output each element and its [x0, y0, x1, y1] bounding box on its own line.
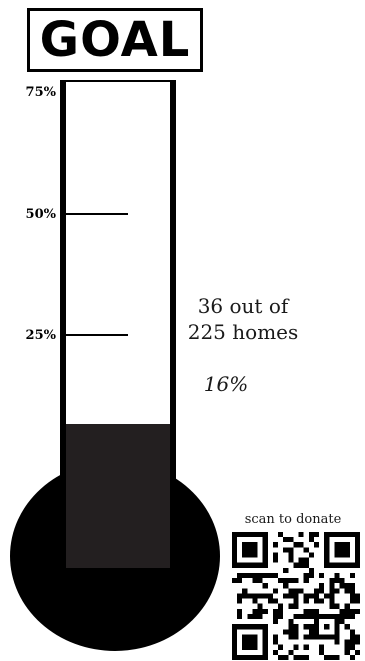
progress-percent: 16%: [203, 372, 249, 396]
goal-title: GOAL: [39, 12, 191, 68]
donate-card[interactable]: scan to donate: [230, 510, 360, 660]
goal-banner: GOAL: [27, 8, 203, 72]
homes-total-text: 225 homes: [187, 320, 299, 344]
tick-mark-25: [62, 334, 128, 336]
qr-code-icon[interactable]: [232, 532, 360, 660]
thermometer-fill: [66, 423, 170, 568]
thermometer-chamber: [66, 82, 170, 568]
tick-label-75: 75%: [25, 85, 56, 100]
homes-done-text: 36 out of: [197, 294, 289, 318]
donate-caption: scan to donate: [244, 512, 342, 527]
tick-label-25: 25%: [25, 328, 56, 343]
tick-mark-50: [62, 212, 128, 215]
homes-count: 36 out of 225 homes: [180, 293, 306, 345]
tick-label-50: 50%: [25, 206, 56, 222]
